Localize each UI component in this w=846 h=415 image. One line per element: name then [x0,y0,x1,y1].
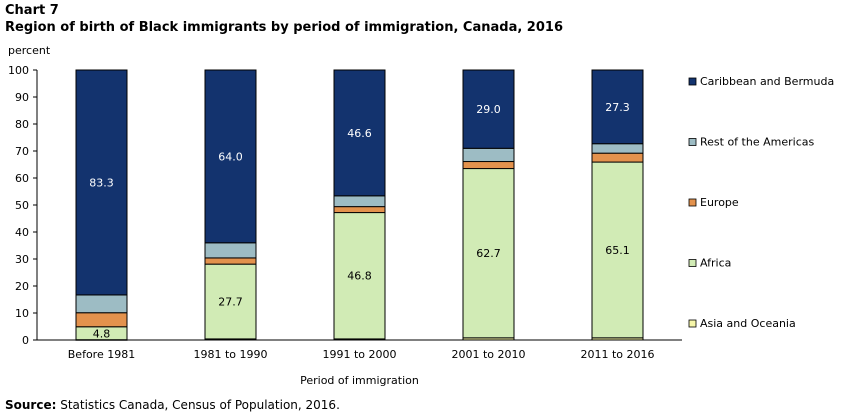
bar-segment [75,69,128,296]
y-tick-label: 60 [15,172,29,185]
bar-segment [204,69,257,244]
x-tick-label: 2011 to 2016 [580,348,654,361]
bar-segment [462,69,515,149]
data-label: 65.1 [605,244,630,257]
legend-swatch [688,198,697,207]
source-note: Source: Statistics Canada, Census of Pop… [5,398,340,412]
legend-swatch [688,259,697,267]
bar-segment [333,195,386,208]
legend-label: Caribbean and Bermuda [700,75,834,88]
x-tick-label: Before 1981 [68,348,135,361]
bar-segment [462,168,515,339]
data-label: 64.0 [218,150,243,163]
y-tick-label: 30 [15,253,29,266]
x-axis-label: Period of immigration [300,374,419,387]
x-tick-label: 2001 to 2010 [451,348,525,361]
y-tick-label: 70 [15,145,29,158]
data-label: 46.8 [347,270,372,283]
y-tick-label: 40 [15,226,29,239]
y-tick-label: 100 [8,64,29,77]
legend-swatch [688,138,697,146]
chart-number: Chart 7 [5,3,59,18]
bar-segment [333,212,386,340]
legend-label: Africa [700,257,731,270]
bar-segment [75,312,128,328]
x-tick-label: 1981 to 1990 [193,348,267,361]
bar-segment [462,161,515,170]
data-label: 83.3 [89,176,114,189]
y-tick-label: 80 [15,118,29,131]
legend-label: Asia and Oceania [700,317,796,330]
y-tick-label: 10 [15,307,29,320]
x-tick-label: 1991 to 2000 [322,348,396,361]
bar-segment [591,152,644,163]
source-text: Statistics Canada, Census of Population,… [56,398,340,412]
bar-segment [591,143,644,154]
bar-segment [591,69,644,145]
y-tick-label: 50 [15,199,29,212]
y-tick-label: 20 [15,280,29,293]
chart-title: Region of birth of Black immigrants by p… [5,20,563,35]
bar-segment [591,161,644,339]
legend-swatch [688,319,697,328]
bar-segment [204,242,257,259]
legend-label: Rest of the Americas [700,136,814,149]
bar-segment [333,69,386,197]
legend-label: Europe [700,196,739,209]
data-label: 29.0 [476,103,501,116]
bar-segment [462,147,515,163]
bar-segment [204,257,257,265]
bar-segment [333,206,386,214]
data-label: 27.3 [605,101,630,114]
y-tick-label: 0 [22,334,29,347]
y-tick-label: 90 [15,91,29,104]
y-axis-label: percent [8,44,51,57]
source-label: Source: [5,398,57,412]
data-label: 46.6 [347,127,372,140]
legend-swatch [688,77,697,86]
data-label: 27.7 [218,296,243,309]
data-label: 4.8 [93,327,111,340]
bar-segment [75,294,128,314]
data-label: 62.7 [476,247,501,260]
